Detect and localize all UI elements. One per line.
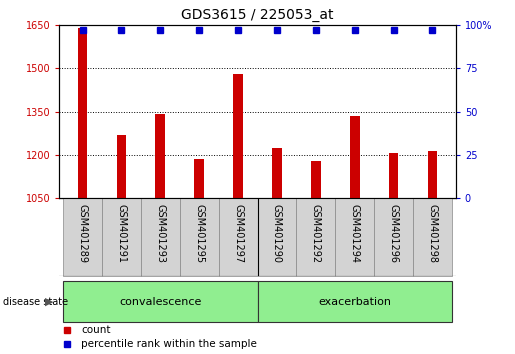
Bar <box>311 161 321 198</box>
Bar <box>413 198 452 276</box>
Text: convalescence: convalescence <box>119 297 201 307</box>
Bar <box>102 198 141 276</box>
Text: ▶: ▶ <box>45 297 54 307</box>
Bar <box>78 28 88 198</box>
Bar <box>116 135 126 198</box>
Text: GSM401292: GSM401292 <box>311 205 321 264</box>
Text: GSM401296: GSM401296 <box>389 205 399 263</box>
Bar <box>350 116 359 198</box>
Bar <box>63 281 258 322</box>
Bar <box>180 198 219 276</box>
Text: GSM401297: GSM401297 <box>233 205 243 264</box>
Bar <box>63 198 102 276</box>
Text: percentile rank within the sample: percentile rank within the sample <box>81 339 257 349</box>
Bar <box>141 198 180 276</box>
Text: count: count <box>81 325 111 335</box>
Bar <box>374 198 413 276</box>
Text: GSM401295: GSM401295 <box>194 205 204 264</box>
Bar <box>389 153 399 198</box>
Bar <box>258 281 452 322</box>
Bar <box>194 159 204 198</box>
Text: GSM401293: GSM401293 <box>156 205 165 263</box>
Text: GSM401291: GSM401291 <box>116 205 126 263</box>
Bar <box>219 198 258 276</box>
Bar <box>335 198 374 276</box>
Text: GSM401294: GSM401294 <box>350 205 359 263</box>
Title: GDS3615 / 225053_at: GDS3615 / 225053_at <box>181 8 334 22</box>
Bar <box>427 150 437 198</box>
Bar <box>272 148 282 198</box>
Bar <box>233 74 243 198</box>
Text: GSM401298: GSM401298 <box>427 205 437 263</box>
Text: disease state: disease state <box>3 297 67 307</box>
Text: GSM401289: GSM401289 <box>78 205 88 263</box>
Bar <box>156 114 165 198</box>
Bar <box>296 198 335 276</box>
Bar <box>258 198 296 276</box>
Text: GSM401290: GSM401290 <box>272 205 282 263</box>
Text: exacerbation: exacerbation <box>318 297 391 307</box>
